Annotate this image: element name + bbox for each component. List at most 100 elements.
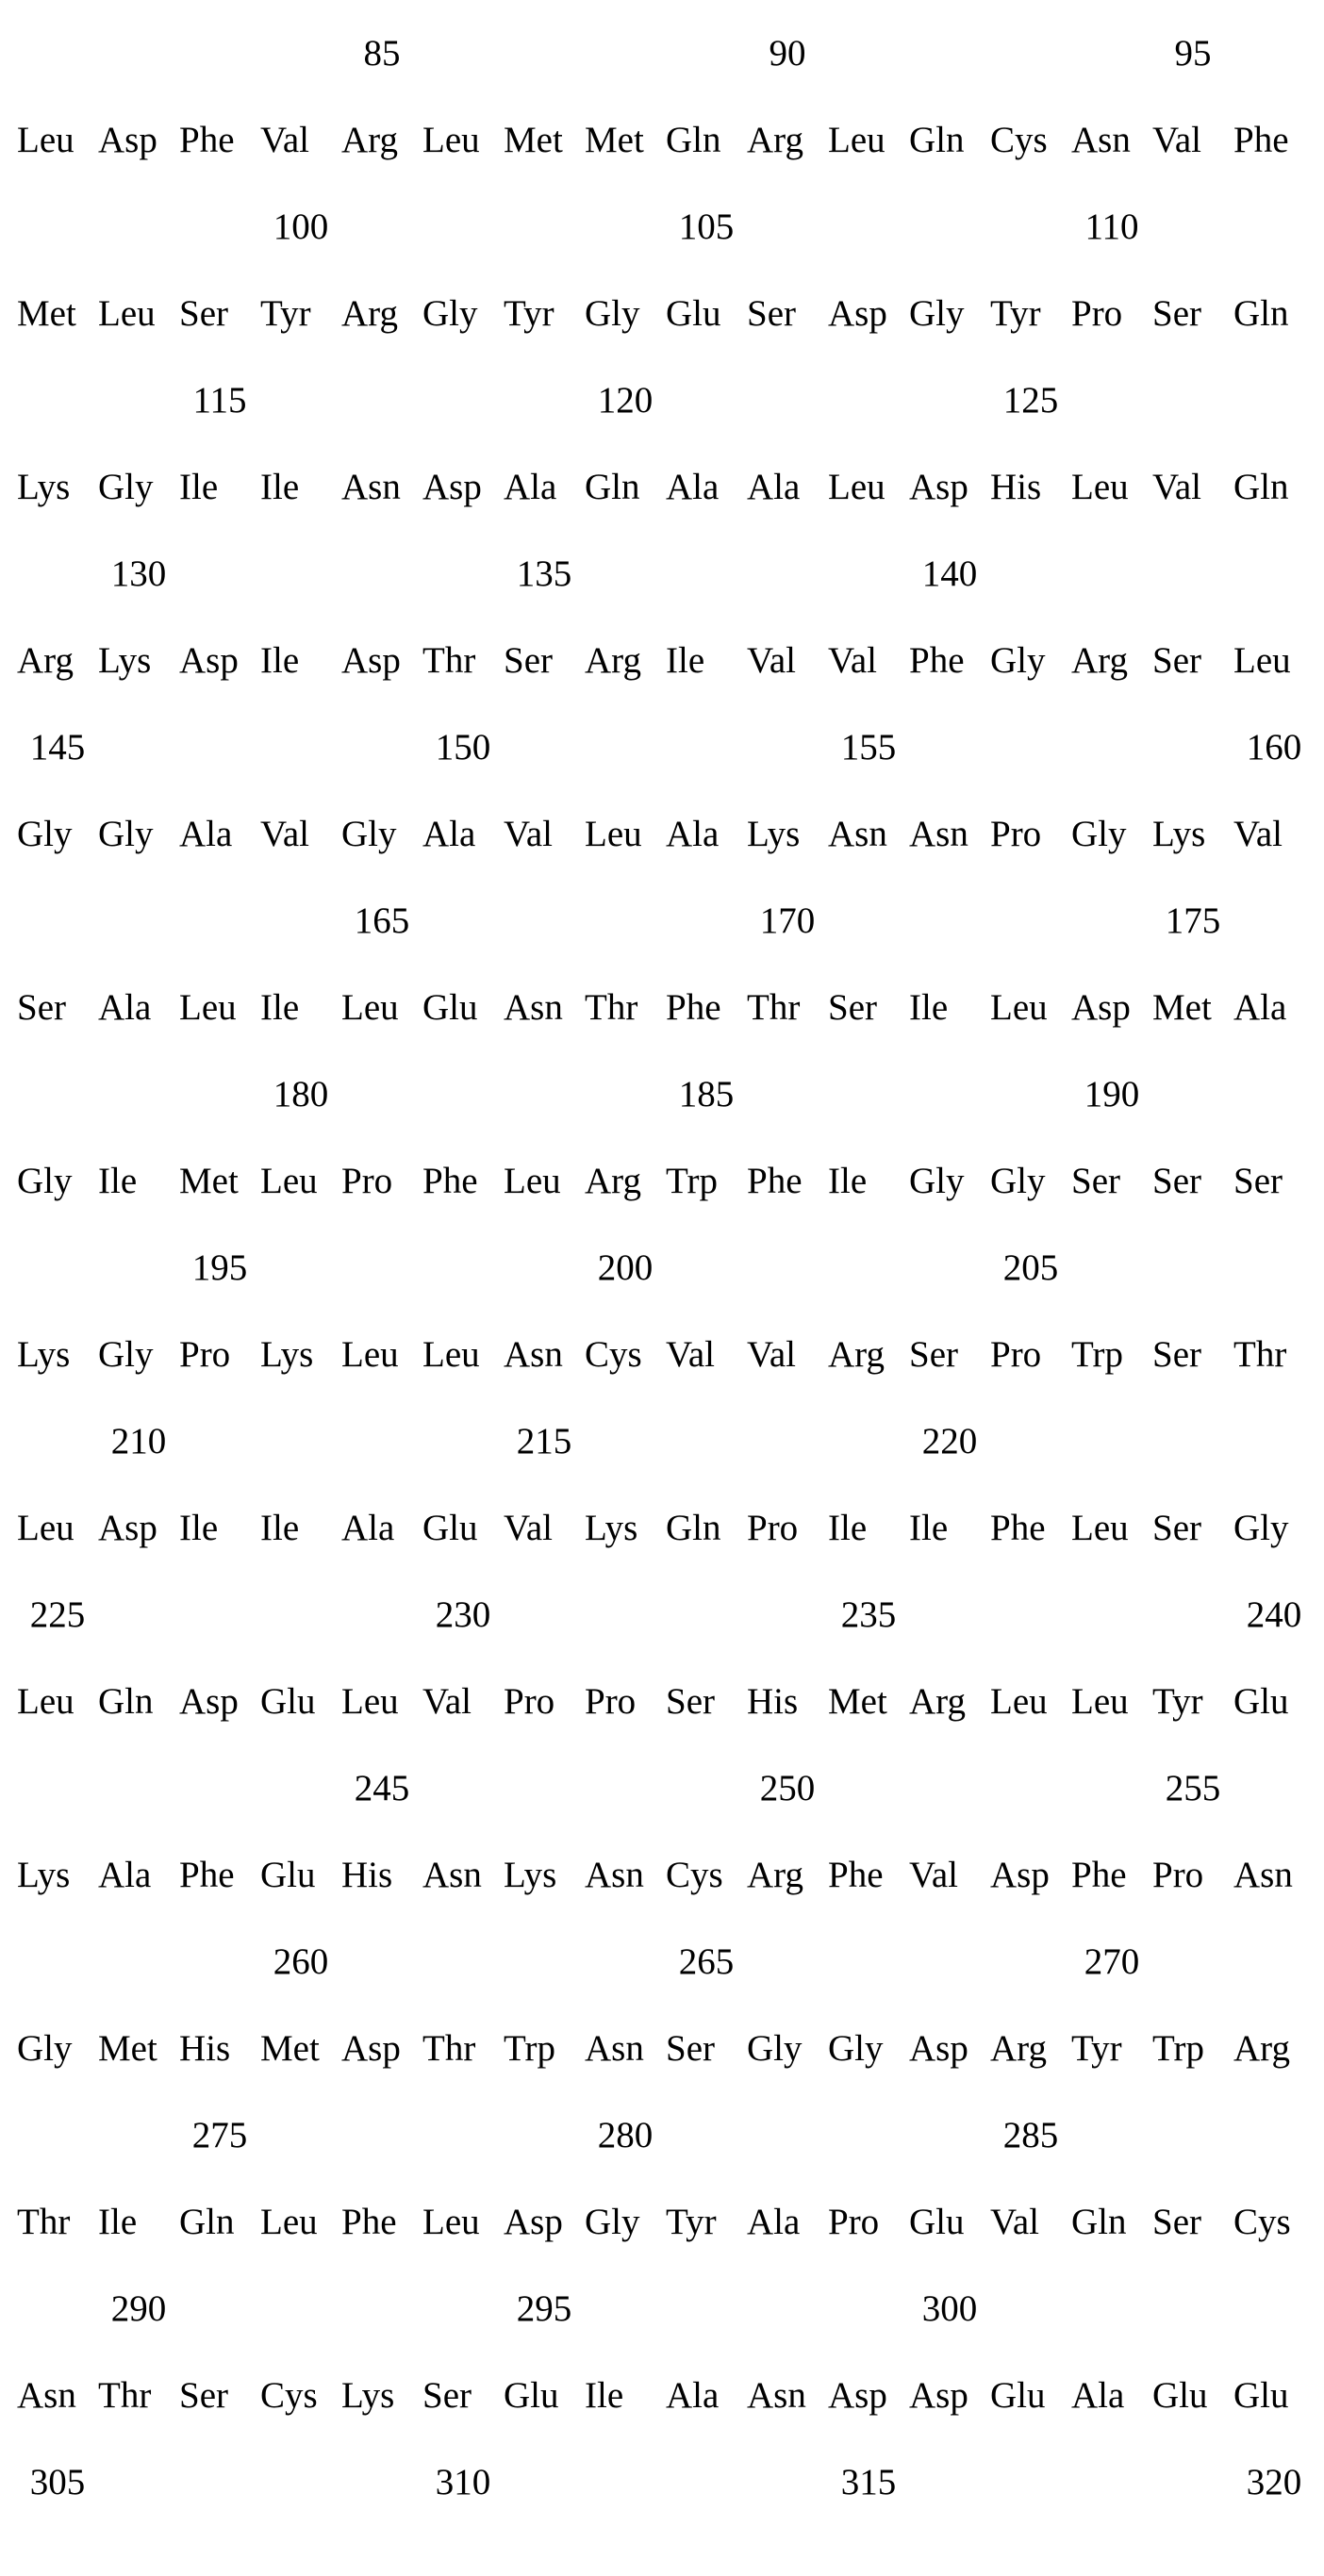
- position-number: [828, 1050, 909, 1137]
- residue-row: LeuAspPheValArgLeuMetMetGlnArgLeuGlnCysA…: [17, 96, 1315, 183]
- position-row: 130135140: [17, 530, 1315, 617]
- position-row: 195200205: [17, 1224, 1315, 1311]
- position-number: [1233, 2091, 1315, 2178]
- position-number: [17, 1397, 98, 1484]
- residue: Pro: [1071, 270, 1152, 356]
- position-number: [1071, 703, 1152, 790]
- position-number: [422, 1397, 504, 1484]
- position-row: 100105110: [17, 183, 1315, 270]
- residue: Arg: [747, 96, 828, 183]
- position-row: 225230235240: [17, 1571, 1315, 1658]
- position-number: [1152, 2091, 1233, 2178]
- position-number: [747, 1571, 828, 1658]
- residue: Phe: [179, 96, 260, 183]
- residue: Trp: [1071, 1311, 1152, 1397]
- residue: Asp: [909, 2005, 990, 2091]
- position-number: [666, 1224, 747, 1311]
- position-number: 265: [666, 1918, 747, 2005]
- position-number: [504, 2091, 585, 2178]
- position-number: [666, 9, 747, 96]
- position-number: [1071, 530, 1152, 617]
- position-number: [747, 703, 828, 790]
- position-number: [504, 1571, 585, 1658]
- residue: Glu: [1152, 2352, 1233, 2438]
- residue: Ala: [504, 443, 585, 530]
- position-number: 175: [1152, 877, 1233, 964]
- position-number: 275: [179, 2091, 260, 2178]
- residue: Ala: [666, 2352, 747, 2438]
- residue: Gly: [909, 1137, 990, 1224]
- residue: Asn: [585, 1831, 666, 1918]
- position-number: [98, 703, 179, 790]
- position-number: 215: [504, 1397, 585, 1484]
- residue: Gly: [98, 1311, 179, 1397]
- position-number: [422, 1918, 504, 2005]
- position-row: 145150155160: [17, 703, 1315, 790]
- residue-row: MetLeuSerTyrArgGlyTyrGlyGluSerAspGlyTyrP…: [17, 270, 1315, 356]
- residue-row: LysGlyProLysLeuLeuAsnCysValValArgSerProT…: [17, 1311, 1315, 1397]
- residue: Gly: [828, 2005, 909, 2091]
- position-number: [1152, 703, 1233, 790]
- position-number: [422, 530, 504, 617]
- position-number: [422, 1050, 504, 1137]
- residue: Asn: [747, 2352, 828, 2438]
- position-number: [1152, 183, 1233, 270]
- residue: Lys: [17, 443, 98, 530]
- position-number: [422, 1224, 504, 1311]
- residue: Gly: [17, 2005, 98, 2091]
- position-number: [828, 356, 909, 443]
- position-number: [422, 1744, 504, 1831]
- residue: Leu: [828, 96, 909, 183]
- position-number: [747, 2091, 828, 2178]
- residue-row: LysAlaPheGluHisAsnLysAsnCysArgPheValAspP…: [17, 1831, 1315, 1918]
- position-number: [747, 1397, 828, 1484]
- position-number: 95: [1152, 9, 1233, 96]
- position-number: [990, 1744, 1071, 1831]
- position-number: [260, 2091, 341, 2178]
- position-number: 90: [747, 9, 828, 96]
- position-number: [1233, 1050, 1315, 1137]
- residue: Glu: [666, 270, 747, 356]
- residue: Asp: [990, 1831, 1071, 1918]
- residue: Ile: [828, 1137, 909, 1224]
- residue: Ser: [1152, 617, 1233, 703]
- residue-row: GlyIleMetLeuProPheLeuArgTrpPheIleGlyGlyS…: [17, 1137, 1315, 1224]
- position-number: 255: [1152, 1744, 1233, 1831]
- residue: Trp: [1152, 2005, 1233, 2091]
- position-number: 135: [504, 530, 585, 617]
- residue: Phe: [990, 1484, 1071, 1571]
- residue: Ser: [666, 1658, 747, 1744]
- residue: Phe: [1233, 96, 1315, 183]
- position-number: [504, 1744, 585, 1831]
- position-number: 85: [341, 9, 422, 96]
- residue: Gln: [666, 96, 747, 183]
- position-number: 100: [260, 183, 341, 270]
- residue: Arg: [747, 1831, 828, 1918]
- position-number: [1233, 356, 1315, 443]
- residue: Leu: [1233, 617, 1315, 703]
- residue: Lys: [260, 1311, 341, 1397]
- position-number: [990, 877, 1071, 964]
- position-number: 225: [17, 1571, 98, 1658]
- residue: Ile: [260, 964, 341, 1050]
- position-number: 105: [666, 183, 747, 270]
- residue: Ser: [1152, 1137, 1233, 1224]
- position-number: [504, 183, 585, 270]
- position-number: [1071, 2091, 1152, 2178]
- position-number: [747, 1050, 828, 1137]
- residue: Ile: [260, 1484, 341, 1571]
- position-number: [990, 1397, 1071, 1484]
- residue: Pro: [990, 1311, 1071, 1397]
- residue: Leu: [341, 964, 422, 1050]
- residue: Leu: [179, 964, 260, 1050]
- position-number: 140: [909, 530, 990, 617]
- residue: Cys: [585, 1311, 666, 1397]
- position-number: [504, 877, 585, 964]
- residue: Gly: [17, 790, 98, 877]
- position-number: [1233, 1918, 1315, 2005]
- residue: Thr: [98, 2352, 179, 2438]
- residue: Ala: [666, 790, 747, 877]
- residue: Arg: [585, 1137, 666, 1224]
- residue: Asp: [179, 1658, 260, 1744]
- position-number: [828, 530, 909, 617]
